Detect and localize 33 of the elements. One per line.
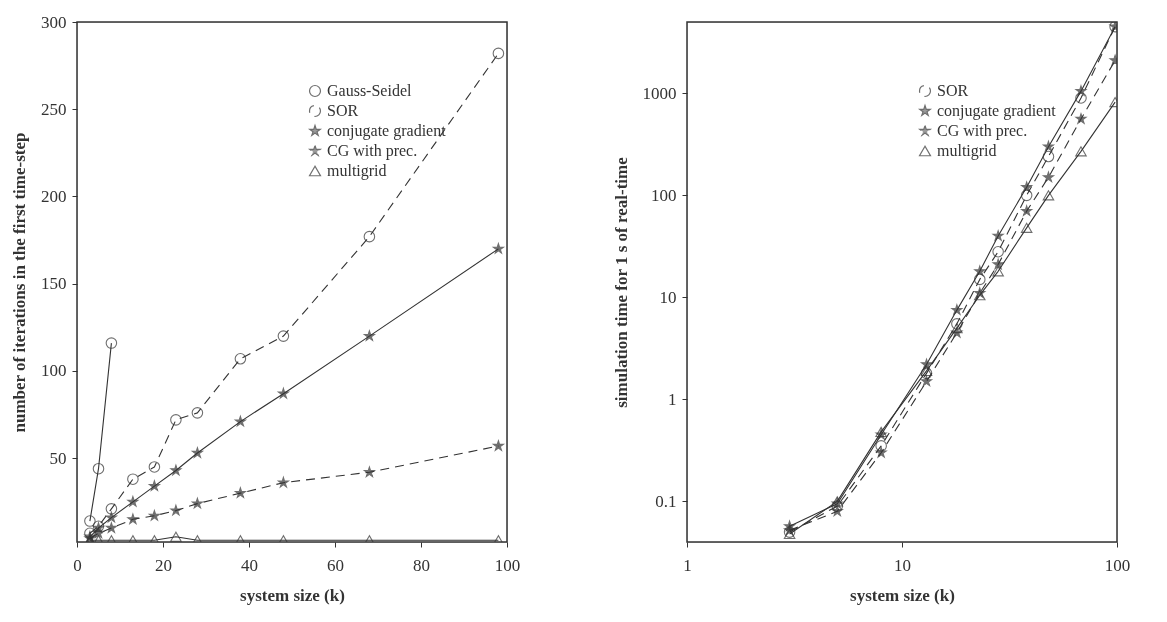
legend-label: conjugate gradient — [327, 122, 447, 140]
legend-label: multigrid — [327, 162, 387, 180]
y-tick-label: 1 — [668, 389, 677, 409]
y-tick-label: 1000 — [642, 83, 677, 103]
x-tick-label: 60 — [327, 555, 344, 575]
x-tick-label: 0 — [73, 555, 82, 575]
legend-label: CG with prec. — [327, 142, 418, 160]
y-tick-label: 50 — [49, 448, 67, 468]
x-axis-title: system size (k) — [240, 585, 345, 605]
legend-label: conjugate gradient — [937, 102, 1057, 120]
y-tick-label: 10 — [659, 287, 677, 307]
y-tick-label: 300 — [41, 12, 67, 32]
x-tick-label: 10 — [894, 555, 911, 575]
x-tick-label: 40 — [241, 555, 258, 575]
legend-label: Gauss-Seidel — [327, 82, 412, 99]
x-axis-title: system size (k) — [850, 585, 955, 605]
x-tick-label: 100 — [494, 555, 521, 575]
x-tick-label: 20 — [155, 555, 172, 575]
x-tick-label: 80 — [413, 555, 430, 575]
y-tick-label: 150 — [41, 274, 67, 294]
y-axis-title: simulation time for 1 s of real-time — [611, 156, 631, 408]
y-tick-label: 250 — [41, 99, 67, 119]
x-tick-label: 100 — [1104, 555, 1131, 575]
y-axis-title: number of iterations in the first time-step — [10, 132, 29, 433]
legend-label: multigrid — [937, 142, 997, 160]
y-tick-label: 200 — [41, 187, 67, 206]
legend-label: SOR — [937, 82, 969, 99]
x-tick-label: 1 — [683, 555, 692, 575]
legend-label: SOR — [327, 102, 359, 119]
y-tick-label: 0.1 — [655, 491, 677, 511]
y-tick-label: 100 — [651, 185, 677, 205]
y-tick-label: 100 — [41, 361, 67, 381]
legend-label: CG with prec. — [937, 122, 1028, 140]
